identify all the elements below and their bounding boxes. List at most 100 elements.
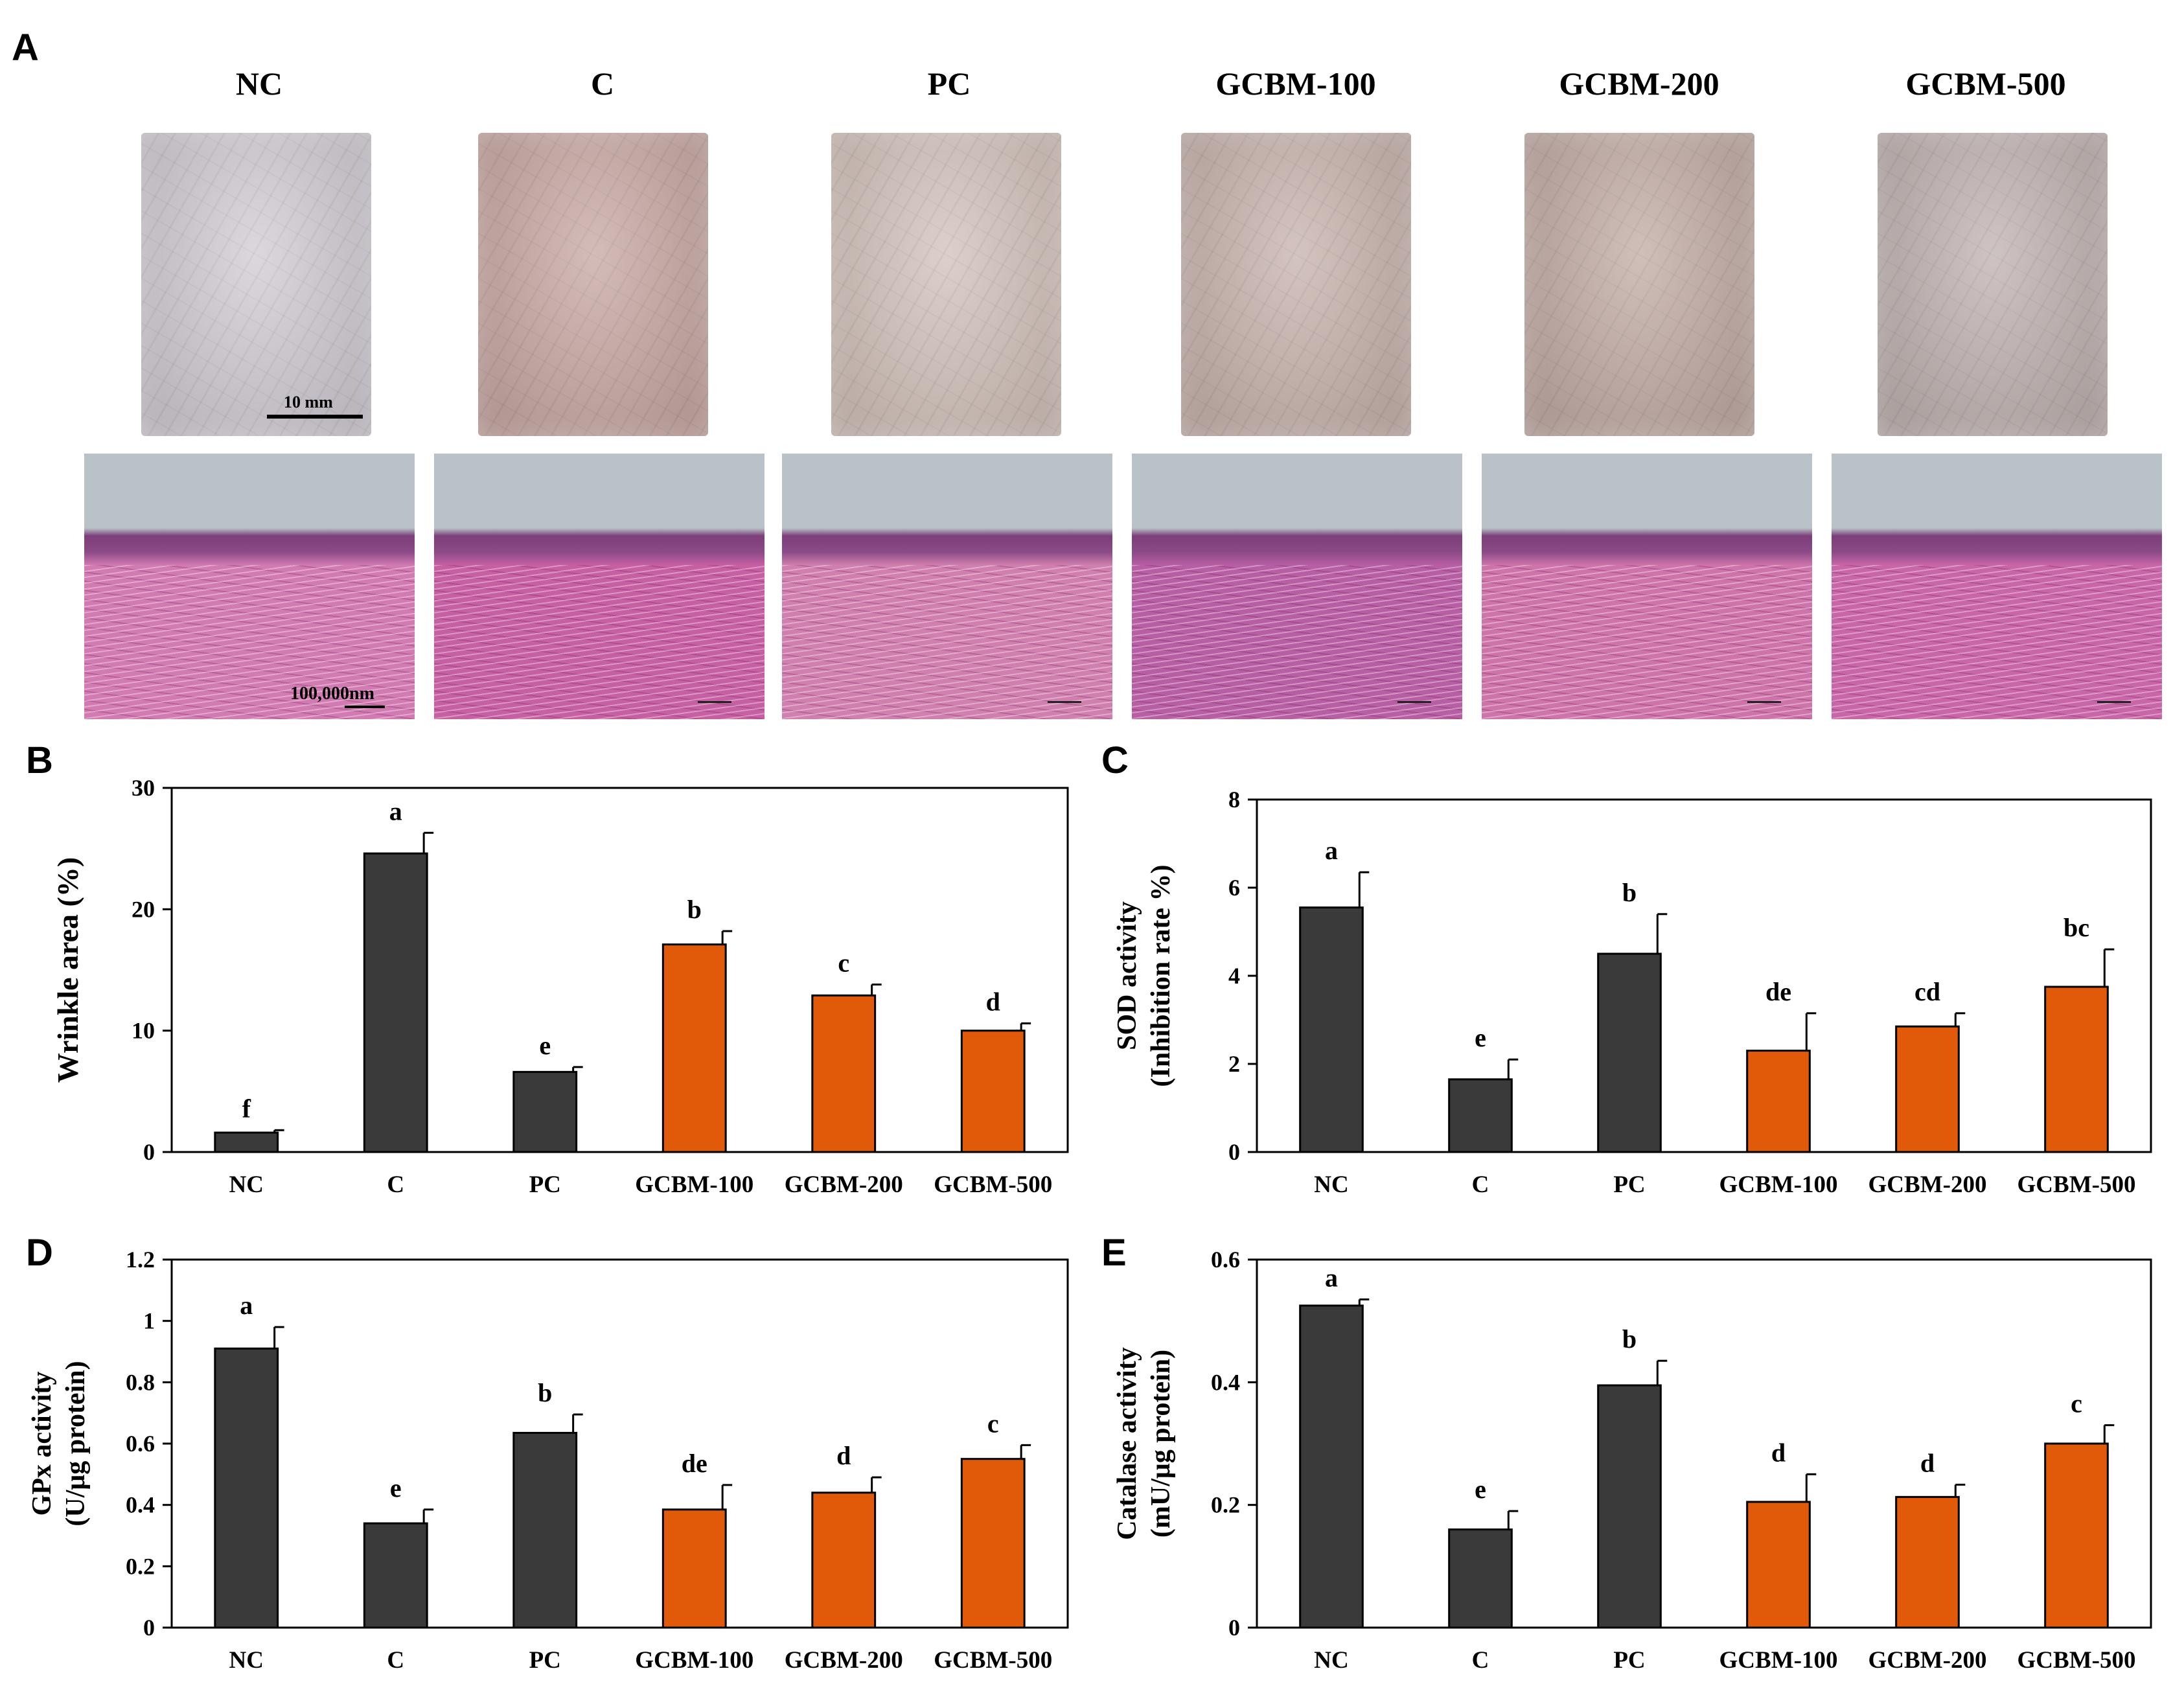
x-tick-label: GCBM-200 xyxy=(785,1647,903,1674)
panel-letter-a: A xyxy=(12,27,39,69)
bar xyxy=(1597,952,1662,1153)
x-tick-label: GCBM-100 xyxy=(1719,1171,1838,1198)
bar xyxy=(2044,986,2109,1153)
plot-frame xyxy=(1256,1258,2152,1629)
group-label-gcbm-500: GCBM-500 xyxy=(1905,65,2066,102)
chart-b-wrinkle-area: 0 10 20 30 Wrinkle area (%) f NC a Ce PC b GCBM-100… xyxy=(51,775,1069,1198)
group-label-gcbm-100: GCBM-100 xyxy=(1215,65,1376,102)
significance-letter: d xyxy=(986,987,1000,1016)
histology-gcbm-200 xyxy=(1482,454,1812,719)
y-tick-label: 1.2 xyxy=(126,1247,155,1273)
x-tick-label: PC xyxy=(1613,1647,1645,1674)
plot-frame xyxy=(170,787,1069,1153)
bar xyxy=(661,1508,727,1629)
panel-letter-c: C xyxy=(1101,739,1129,781)
significance-letter: b xyxy=(687,895,702,924)
plot-frame xyxy=(170,1258,1069,1629)
x-tick-label: PC xyxy=(1613,1171,1645,1198)
histology-gcbm-500 xyxy=(1832,454,2162,719)
bar xyxy=(1299,906,1364,1153)
bar xyxy=(1299,1304,1364,1629)
skin-photo-gcbm-500 xyxy=(1878,133,2108,436)
significance-letter: b xyxy=(1622,878,1637,907)
bar xyxy=(960,1458,1026,1629)
x-tick-label: PC xyxy=(529,1171,561,1198)
significance-letter: d xyxy=(836,1441,851,1470)
histology-fiber-texture xyxy=(782,565,1112,719)
y-axis-label-units: (mU/μg protein) xyxy=(1146,1350,1176,1538)
group-label-gcbm-200: GCBM-200 xyxy=(1559,65,1719,102)
significance-letter: d xyxy=(1920,1448,1935,1477)
histo-scale-bar-gcbm-100 xyxy=(1397,701,1431,703)
bar xyxy=(512,1431,578,1629)
y-tick-label: 0.6 xyxy=(126,1431,155,1457)
histology-pc xyxy=(782,454,1112,719)
x-tick-label: GCBM-100 xyxy=(635,1647,753,1674)
histology-fiber-texture xyxy=(434,565,764,719)
bar xyxy=(363,1522,428,1629)
histology-c xyxy=(434,454,764,719)
y-tick-label: 0 xyxy=(1228,1615,1240,1641)
y-axis-label: Catalase activity xyxy=(1112,1347,1142,1539)
bar xyxy=(363,852,428,1153)
histology-fiber-texture xyxy=(84,565,415,719)
significance-letter: de xyxy=(682,1449,707,1478)
group-label-nc: NC xyxy=(235,65,283,102)
significance-letter: c xyxy=(2071,1389,2082,1418)
significance-letter: c xyxy=(987,1409,999,1438)
bar xyxy=(512,1070,578,1153)
x-tick-label: GCBM-100 xyxy=(1719,1647,1838,1674)
x-tick-label: GCBM-500 xyxy=(934,1171,1052,1198)
y-axis-label: GPx activity xyxy=(27,1372,57,1516)
significance-letter: f xyxy=(242,1094,251,1123)
y-tick-label: 0 xyxy=(143,1139,155,1165)
x-tick-label: NC xyxy=(229,1647,264,1674)
y-axis-label-units: (U/μg protein) xyxy=(61,1361,91,1526)
x-tick-label: C xyxy=(1472,1647,1489,1674)
bar xyxy=(214,1131,279,1153)
significance-letter: e xyxy=(539,1031,551,1060)
histology-gcbm-100 xyxy=(1132,454,1462,719)
x-tick-label: GCBM-500 xyxy=(2017,1647,2136,1674)
plot-frame xyxy=(1256,798,2152,1153)
histo-scale-bar xyxy=(345,706,385,708)
bar xyxy=(214,1347,279,1629)
y-tick-label: 30 xyxy=(132,775,155,801)
skin-photo-c xyxy=(478,133,708,436)
significance-letter: b xyxy=(1622,1324,1637,1354)
photo-scale-bar xyxy=(267,415,363,419)
x-tick-label: C xyxy=(1472,1171,1489,1198)
x-tick-label: C xyxy=(387,1171,404,1198)
bar xyxy=(1895,1495,1960,1629)
significance-letter: c xyxy=(838,948,849,977)
significance-letter: cd xyxy=(1914,977,1940,1006)
bar xyxy=(811,994,877,1153)
histo-scale-label: 100,000nm xyxy=(290,684,374,704)
photo-scale-label: 10 mm xyxy=(284,393,333,411)
y-tick-label: 6 xyxy=(1228,875,1240,901)
skin-photo-nc xyxy=(141,133,371,436)
histology-fiber-texture xyxy=(1132,565,1462,719)
histology-nc xyxy=(84,454,415,719)
bar xyxy=(960,1030,1026,1153)
significance-letter: d xyxy=(1771,1438,1786,1467)
y-tick-label: 0.2 xyxy=(126,1553,155,1579)
skin-photo-gcbm-200 xyxy=(1524,133,1754,436)
chart-c-sod-activity: 0 2 4 6 8 SOD activity (Inhibition rate %) a NC e… xyxy=(1112,787,2152,1198)
bar xyxy=(1597,1384,1662,1629)
x-tick-label: GCBM-500 xyxy=(934,1647,1052,1674)
panel-letter-d: D xyxy=(26,1232,53,1274)
histo-scale-bar-c xyxy=(698,701,731,703)
skin-photo-pc xyxy=(831,133,1061,436)
y-axis-label-units: (Inhibition rate %) xyxy=(1146,864,1176,1087)
significance-letter: a xyxy=(1325,836,1338,865)
significance-letter: bc xyxy=(2063,913,2089,942)
y-axis-label: Wrinkle area (%) xyxy=(51,857,84,1083)
bar xyxy=(661,943,727,1153)
x-tick-label: NC xyxy=(229,1171,264,1198)
panel-letter-e: E xyxy=(1101,1232,1127,1274)
histo-scale-bar-gcbm-500 xyxy=(2097,701,2131,703)
x-tick-label: C xyxy=(387,1647,404,1674)
group-label-c: C xyxy=(590,65,615,102)
chart-d-gpx-activity: 0 0.2 0.4 0.6 0.8 1 1.2 GPx activity (U/μg prote… xyxy=(27,1247,1069,1674)
